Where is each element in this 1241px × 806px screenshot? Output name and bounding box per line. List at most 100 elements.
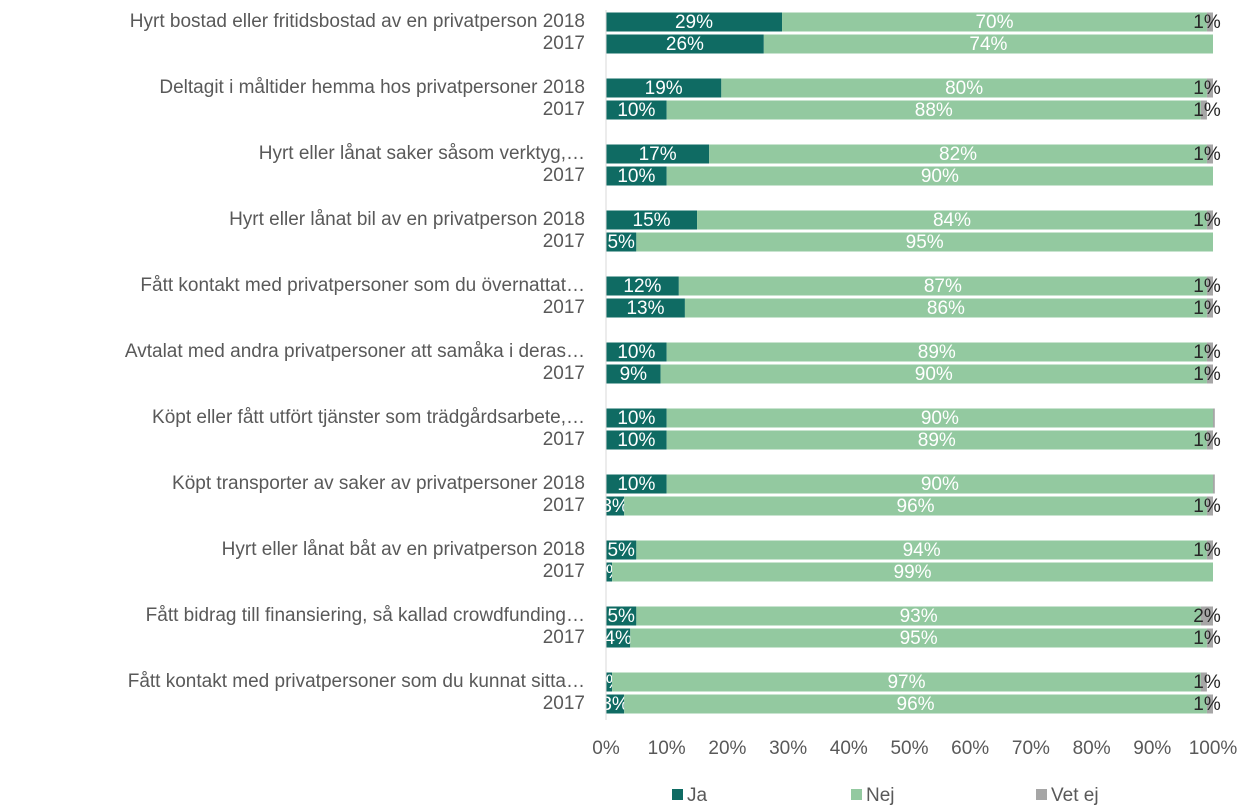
- data-label: 90%: [921, 166, 959, 187]
- y-tick-label: Hyrt eller lånat saker såsom verktyg,…: [259, 143, 585, 164]
- bar-segment: [1206, 298, 1213, 318]
- bar-segment: [763, 34, 1213, 54]
- data-label: 26%: [666, 34, 704, 55]
- data-label: 90%: [921, 408, 959, 429]
- y-tick-label: Fått bidrag till finansiering, så kallad…: [146, 605, 585, 626]
- data-label: 70%: [975, 12, 1013, 33]
- bar-segment: [606, 232, 637, 252]
- legend-label: Nej: [866, 785, 895, 806]
- bar-segment: [1206, 144, 1213, 164]
- bar-segment: [1206, 78, 1213, 98]
- bar-segment: [606, 364, 661, 384]
- bar-segment: [606, 12, 783, 32]
- bar-segment: [624, 496, 1207, 516]
- bar-segment: [709, 144, 1207, 164]
- data-label: 10%: [617, 100, 655, 121]
- data-label: 1%: [1193, 364, 1221, 385]
- data-label: 1%: [1193, 694, 1221, 715]
- bar-segment: [666, 474, 1213, 494]
- legend-swatch: [672, 789, 683, 800]
- data-label: 82%: [939, 144, 977, 165]
- legend-swatch: [1036, 789, 1047, 800]
- y-tick-label: 2017: [543, 297, 585, 318]
- bar-segment: [1206, 430, 1213, 450]
- bar-segment: [612, 562, 1213, 582]
- x-tick-label: 40%: [830, 738, 868, 759]
- bar-segment: [606, 474, 667, 494]
- bar-segment: [1200, 672, 1207, 692]
- data-label: 1%: [1193, 100, 1221, 121]
- bar-segment: [666, 430, 1207, 450]
- data-label: 96%: [897, 496, 935, 517]
- data-label: 90%: [921, 474, 959, 495]
- bar-segment: [1206, 496, 1213, 516]
- bar-segment: [1206, 694, 1213, 714]
- bar-segment: [606, 694, 625, 714]
- bar-segment: [660, 364, 1207, 384]
- data-label: 3%: [601, 496, 629, 517]
- bar-segment: [606, 430, 667, 450]
- bar-segment: [1213, 474, 1215, 494]
- data-label: 5%: [607, 540, 635, 561]
- legend-swatch: [851, 789, 862, 800]
- bar-segment: [606, 166, 667, 186]
- bar-segment: [721, 78, 1207, 98]
- data-label: 84%: [933, 210, 971, 231]
- y-tick-label: 2017: [543, 627, 585, 648]
- data-label: 95%: [900, 628, 938, 649]
- bar-segment: [606, 540, 637, 560]
- y-tick-label: Avtalat med andra privatpersoner att sam…: [125, 341, 585, 362]
- y-tick-label: Deltagit i måltider hemma hos privatpers…: [159, 77, 585, 98]
- data-label: 3%: [601, 694, 629, 715]
- data-label: 5%: [607, 232, 635, 253]
- bar-segment: [666, 342, 1207, 362]
- data-label: 89%: [918, 430, 956, 451]
- data-label: 19%: [645, 78, 683, 99]
- data-label: 87%: [924, 276, 962, 297]
- data-label: 86%: [927, 298, 965, 319]
- y-tick-label: Köpt eller fått utfört tjänster som träd…: [152, 407, 585, 428]
- data-label: 1%: [1193, 12, 1221, 33]
- bar-segment: [606, 100, 667, 120]
- data-label: 10%: [617, 166, 655, 187]
- x-tick-label: 50%: [890, 738, 928, 759]
- bar-segment: [697, 210, 1207, 230]
- data-label: 94%: [903, 540, 941, 561]
- data-label: 93%: [900, 606, 938, 627]
- data-label: 1%: [1193, 298, 1221, 319]
- bar-segment: [612, 672, 1201, 692]
- data-label: 9%: [620, 364, 648, 385]
- bar-segment: [666, 100, 1201, 120]
- data-label: 1%: [1193, 210, 1221, 231]
- bar-segment: [1206, 342, 1213, 362]
- bar-segment: [1200, 100, 1207, 120]
- x-tick-label: 10%: [648, 738, 686, 759]
- data-label: 1%: [1193, 276, 1221, 297]
- y-tick-label: 2017: [543, 99, 585, 120]
- data-label: 10%: [617, 474, 655, 495]
- bar-segment: [606, 562, 613, 582]
- data-label: 1%: [1193, 540, 1221, 561]
- bar-segment: [1206, 12, 1213, 32]
- data-label: 12%: [623, 276, 661, 297]
- bar-segment: [636, 232, 1213, 252]
- y-tick-label: 2017: [543, 495, 585, 516]
- y-tick-label: 2017: [543, 429, 585, 450]
- legend-label: Ja: [687, 785, 708, 806]
- data-label: 1%: [1193, 496, 1221, 517]
- bar-segment: [636, 606, 1201, 626]
- bar-segment: [606, 298, 685, 318]
- x-tick-label: 70%: [1012, 738, 1050, 759]
- y-tick-label: 2017: [543, 231, 585, 252]
- y-tick-label: Hyrt eller lånat bil av en privatperson …: [229, 209, 585, 230]
- y-tick-label: 2017: [543, 693, 585, 714]
- bar-segment: [1206, 628, 1213, 648]
- bar-segment: [636, 540, 1207, 560]
- data-label: 13%: [626, 298, 664, 319]
- data-label: 99%: [894, 562, 932, 583]
- bar-segment: [606, 606, 637, 626]
- bar-segment: [606, 144, 710, 164]
- x-tick-label: 80%: [1073, 738, 1111, 759]
- bar-segment: [624, 694, 1207, 714]
- data-label: 90%: [915, 364, 953, 385]
